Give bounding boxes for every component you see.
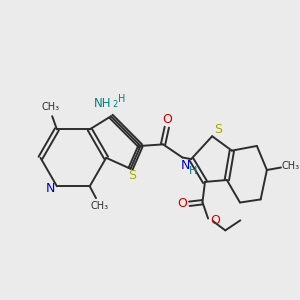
Text: H: H xyxy=(189,166,198,176)
Text: N: N xyxy=(45,182,55,195)
Text: NH: NH xyxy=(94,97,111,110)
Text: H: H xyxy=(118,94,126,104)
Text: O: O xyxy=(178,197,188,210)
Text: CH₃: CH₃ xyxy=(42,103,60,112)
Text: CH₃: CH₃ xyxy=(91,201,109,211)
Text: O: O xyxy=(163,113,172,127)
Text: O: O xyxy=(210,214,220,227)
Text: S: S xyxy=(128,169,136,182)
Text: CH₃: CH₃ xyxy=(282,161,300,171)
Text: S: S xyxy=(214,123,222,136)
Text: 2: 2 xyxy=(112,100,118,109)
Text: N: N xyxy=(180,159,190,172)
